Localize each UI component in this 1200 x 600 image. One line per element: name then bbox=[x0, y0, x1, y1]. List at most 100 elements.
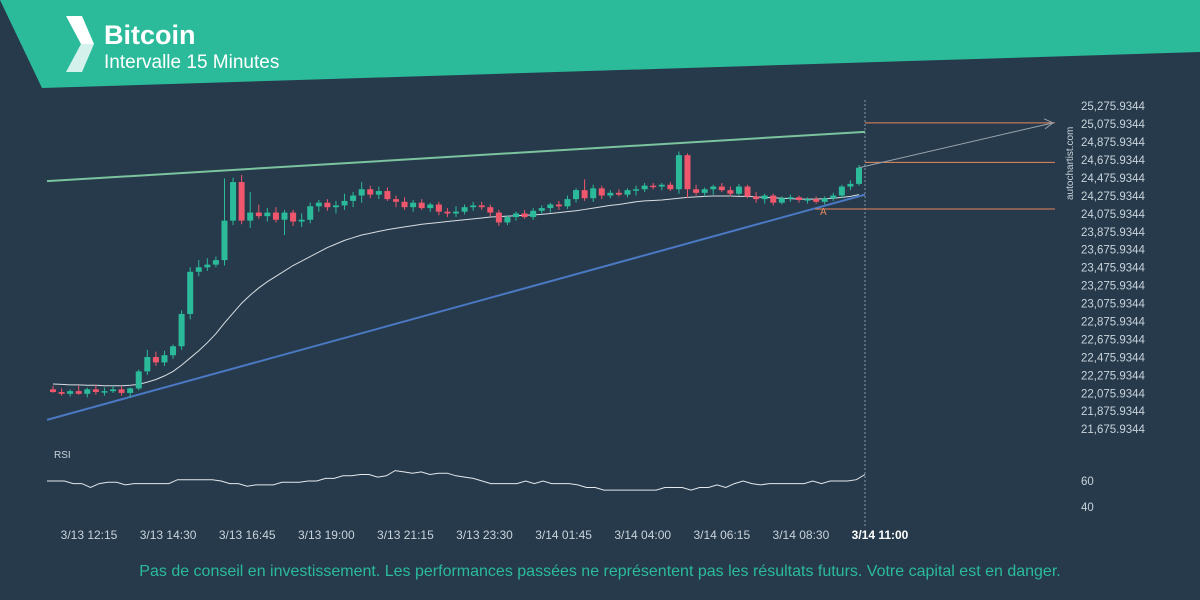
candle bbox=[813, 196, 820, 204]
candle-body bbox=[144, 357, 151, 372]
candle bbox=[384, 187, 391, 201]
candle-body bbox=[710, 186, 717, 190]
candle bbox=[598, 185, 605, 200]
candle-body bbox=[247, 212, 254, 221]
candle bbox=[247, 191, 254, 228]
time-tick-label: 3/14 06:15 bbox=[693, 528, 750, 542]
candle-body bbox=[135, 371, 142, 389]
candle bbox=[478, 201, 485, 210]
candle-body bbox=[607, 192, 614, 196]
candle bbox=[332, 200, 339, 214]
rsi-label: RSI bbox=[54, 450, 71, 461]
candle bbox=[821, 196, 828, 205]
time-tick-label: 3/14 11:00 bbox=[852, 528, 909, 542]
candle-body bbox=[470, 205, 477, 208]
candle-body bbox=[735, 186, 742, 194]
price-tick-label: 23,075.9344 bbox=[1081, 299, 1146, 311]
candle-body bbox=[84, 389, 91, 394]
candle-body bbox=[358, 189, 365, 196]
candle-body bbox=[384, 191, 391, 200]
candle-body bbox=[110, 389, 117, 392]
candle bbox=[212, 256, 219, 268]
price-tick-label: 22,275.9344 bbox=[1081, 370, 1146, 382]
candle bbox=[513, 211, 520, 221]
candle bbox=[290, 209, 297, 227]
candle-body bbox=[521, 213, 528, 218]
candle-body bbox=[675, 155, 682, 190]
candle bbox=[401, 197, 408, 210]
candle-body bbox=[838, 186, 845, 196]
candle-body bbox=[615, 192, 622, 195]
price-tick-label: 21,675.9344 bbox=[1081, 424, 1146, 436]
candle bbox=[573, 188, 580, 203]
candle-body bbox=[58, 392, 65, 394]
candle-body bbox=[427, 204, 434, 209]
candle bbox=[718, 182, 725, 192]
candle bbox=[375, 186, 382, 200]
forecast-arrow-head bbox=[1043, 118, 1054, 130]
candle bbox=[410, 200, 417, 212]
candle-body bbox=[581, 190, 588, 199]
rsi-tick-label: 60 bbox=[1081, 476, 1094, 488]
watermark: autochartist.com bbox=[1065, 127, 1076, 200]
candle bbox=[75, 385, 82, 395]
candle-body bbox=[238, 182, 245, 221]
candle bbox=[452, 206, 460, 218]
candle-body bbox=[290, 212, 297, 222]
candle-body bbox=[821, 198, 828, 202]
candle-body bbox=[255, 212, 262, 217]
candle-body bbox=[753, 196, 760, 200]
candle bbox=[170, 344, 177, 359]
candle-body bbox=[195, 267, 202, 272]
candle-body bbox=[367, 189, 374, 195]
candle bbox=[787, 194, 794, 202]
price-tick-label: 24,275.9344 bbox=[1081, 191, 1146, 203]
disclaimer: Pas de conseil en investissement. Les pe… bbox=[139, 563, 1061, 580]
moving-average-line bbox=[52, 194, 860, 387]
candle-body bbox=[718, 186, 725, 191]
candle-body bbox=[410, 202, 417, 208]
candle bbox=[221, 178, 228, 266]
candle bbox=[590, 184, 597, 202]
candle bbox=[461, 204, 468, 215]
forecast-projection bbox=[815, 118, 1055, 210]
candle bbox=[693, 184, 700, 196]
candle-body bbox=[804, 199, 811, 201]
candle bbox=[667, 182, 674, 192]
candle bbox=[521, 209, 528, 219]
candle-body bbox=[341, 200, 348, 206]
candle bbox=[684, 153, 691, 199]
candle bbox=[538, 205, 545, 215]
price-tick-label: 22,475.9344 bbox=[1081, 352, 1146, 364]
candle-body bbox=[452, 211, 460, 214]
time-tick-label: 3/13 16:45 bbox=[219, 528, 276, 542]
candle bbox=[795, 195, 802, 203]
resistance-line bbox=[46, 130, 866, 183]
rsi-panel: 60 40 bbox=[47, 470, 1094, 514]
time-tick-label: 3/13 19:00 bbox=[298, 528, 355, 542]
candle-body bbox=[573, 190, 580, 200]
candle bbox=[187, 267, 194, 320]
candle-body bbox=[272, 212, 279, 220]
price-tick-label: 22,675.9344 bbox=[1081, 334, 1146, 346]
candle bbox=[298, 213, 305, 227]
interval-subtitle: Intervalle 15 Minutes bbox=[104, 52, 279, 73]
rsi-tick-label: 40 bbox=[1081, 502, 1094, 514]
candle-body bbox=[324, 202, 331, 208]
candle bbox=[761, 193, 768, 204]
candle bbox=[770, 193, 777, 206]
candle-body bbox=[504, 217, 511, 223]
channel-lines bbox=[46, 130, 866, 421]
candle bbox=[324, 199, 331, 211]
moving-average-layer bbox=[52, 194, 860, 387]
support-line bbox=[46, 193, 866, 421]
price-tick-label: 24,675.9344 bbox=[1081, 155, 1146, 167]
candle bbox=[504, 215, 511, 226]
candle bbox=[710, 184, 717, 195]
candle bbox=[855, 165, 863, 186]
candle bbox=[753, 191, 760, 203]
candle-body bbox=[701, 189, 708, 193]
candle bbox=[650, 182, 657, 190]
candle-body bbox=[178, 313, 185, 347]
